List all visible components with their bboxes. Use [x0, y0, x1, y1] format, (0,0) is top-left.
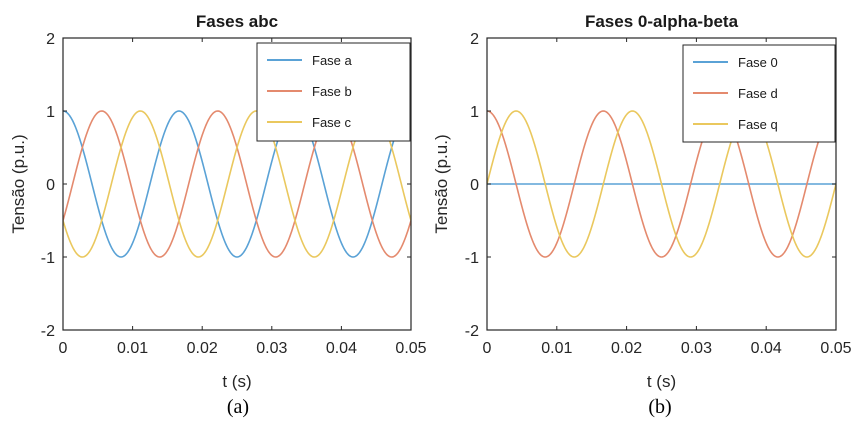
legend-label: Fase q — [738, 117, 778, 132]
y-tick-label: 1 — [470, 104, 479, 121]
x-tick-label: 0.02 — [611, 340, 642, 357]
legend-label: Fase 0 — [738, 55, 778, 70]
x-tick-label: 0.02 — [187, 340, 218, 357]
legend: Fase a Fase b Fase c — [256, 42, 411, 142]
y-tick-label: -2 — [465, 323, 479, 340]
figure-caption: (a) — [227, 396, 249, 418]
series-line-fase-d — [487, 110, 836, 258]
x-tick-label: 0.04 — [326, 340, 357, 357]
y-axis-label: Tensão (p.u.) — [432, 134, 451, 233]
series-group — [63, 110, 411, 258]
y-tick-label: 0 — [470, 177, 479, 194]
x-tick-label: 0.05 — [820, 340, 851, 357]
y-axis-label: Tensão (p.u.) — [9, 134, 28, 233]
y-tick-label: 1 — [46, 104, 55, 121]
series-line-fase-c — [63, 110, 411, 258]
chart-title: Fases abc — [196, 12, 278, 31]
x-tick-label: 0.01 — [541, 340, 572, 357]
y-tick-label: -1 — [41, 250, 55, 267]
y-tick-label: 0 — [46, 177, 55, 194]
x-tick-label: 0.01 — [117, 340, 148, 357]
legend-label: Fase c — [312, 115, 352, 130]
x-tick-label: 0 — [59, 340, 68, 357]
x-tick-label: 0.03 — [681, 340, 712, 357]
series-line-fase-a — [63, 110, 411, 258]
y-tick-label: -1 — [465, 250, 479, 267]
x-tick-label: 0.03 — [256, 340, 287, 357]
figure-caption: (b) — [648, 396, 671, 418]
x-tick-label: 0 — [483, 340, 492, 357]
y-tick-label: 2 — [46, 31, 55, 48]
y-tick-label: -2 — [41, 323, 55, 340]
series-line-fase-q — [487, 110, 836, 258]
x-axis-label: t (s) — [647, 372, 676, 391]
x-axis-label: t (s) — [222, 372, 251, 391]
chart-title: Fases 0-alpha-beta — [585, 12, 739, 31]
chart-abc: Fases abc 0 0.01 0.02 0.03 0.04 0.05 2 1 0 -1 -2 t (… — [9, 12, 427, 418]
x-tick-label: 0.05 — [395, 340, 426, 357]
x-tick-label: 0.04 — [751, 340, 782, 357]
legend-label: Fase b — [312, 84, 352, 99]
legend: Fase 0 Fase d Fase q — [682, 44, 836, 143]
legend-label: Fase a — [312, 53, 353, 68]
chart-dq0: Fases 0-alpha-beta 0 0.01 0.02 0.03 0.04 0.05 2… — [432, 12, 852, 418]
y-tick-label: 2 — [470, 31, 479, 48]
series-group — [487, 110, 836, 258]
legend-label: Fase d — [738, 86, 778, 101]
